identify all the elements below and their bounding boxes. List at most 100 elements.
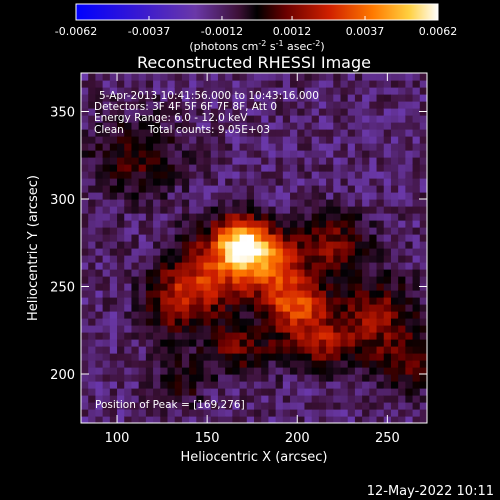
heatmap-cell xyxy=(347,73,356,81)
heatmap-cell xyxy=(347,234,356,242)
heatmap-cell xyxy=(376,416,385,423)
heatmap-cell xyxy=(174,269,183,277)
heatmap-cell xyxy=(217,199,226,207)
heatmap-cell xyxy=(181,136,190,144)
heatmap-cell xyxy=(210,402,219,410)
heatmap-cell xyxy=(254,381,262,389)
heatmap-cell xyxy=(390,73,399,81)
heatmap-cell xyxy=(181,150,190,158)
heatmap-cell xyxy=(297,171,306,179)
heatmap-cell xyxy=(412,108,421,116)
heatmap-cell xyxy=(340,297,349,305)
heatmap-cell xyxy=(217,220,226,228)
heatmap-cell xyxy=(419,192,427,200)
heatmap-cell xyxy=(282,171,291,179)
heatmap-cell xyxy=(189,262,197,270)
heatmap-cell xyxy=(405,136,414,144)
heatmap-cell xyxy=(174,367,183,375)
heatmap-cell xyxy=(117,150,125,158)
heatmap-cell xyxy=(174,94,183,102)
heatmap-cell xyxy=(326,108,334,116)
heatmap-cell xyxy=(405,220,414,228)
heatmap-cell xyxy=(131,360,140,368)
heatmap-cell xyxy=(124,80,133,88)
heatmap-cell xyxy=(181,241,190,249)
heatmap-cell xyxy=(318,108,327,116)
heatmap-cell xyxy=(239,227,248,235)
heatmap-cell xyxy=(354,115,363,123)
heatmap-cell xyxy=(282,269,291,277)
heatmap-cell xyxy=(232,409,241,417)
heatmap-cell xyxy=(95,115,104,123)
heatmap-cell xyxy=(246,143,255,151)
heatmap-cell xyxy=(102,255,111,263)
heatmap-cell xyxy=(354,395,363,403)
heatmap-cell xyxy=(297,234,306,242)
heatmap-cell xyxy=(347,220,356,228)
heatmap-cell xyxy=(412,150,421,158)
heatmap-cell xyxy=(189,206,197,214)
heatmap-cell xyxy=(398,101,406,109)
heatmap-cell xyxy=(311,206,320,214)
heatmap-cell xyxy=(131,283,140,291)
heatmap-cell xyxy=(297,353,306,361)
heatmap-cell xyxy=(383,101,392,109)
heatmap-cell xyxy=(217,409,226,417)
heatmap-cell xyxy=(131,276,140,284)
heatmap-cell xyxy=(369,108,378,116)
heatmap-cell xyxy=(340,213,349,221)
heatmap-cell xyxy=(246,157,255,165)
heatmap-cell xyxy=(153,213,161,221)
heatmap-cell xyxy=(340,80,349,88)
heatmap-cell xyxy=(160,409,169,417)
heatmap-cell xyxy=(181,185,190,193)
heatmap-cell xyxy=(117,80,125,88)
heatmap-cell xyxy=(398,87,406,95)
heatmap-cell xyxy=(261,318,270,326)
heatmap-cell xyxy=(362,255,370,263)
heatmap-cell xyxy=(398,241,406,249)
heatmap-cell xyxy=(390,339,399,347)
heatmap-cell xyxy=(419,178,427,186)
heatmap-cell xyxy=(347,416,356,423)
heatmap-cell xyxy=(419,276,427,284)
heatmap-cell xyxy=(376,94,385,102)
heatmap-cell xyxy=(362,192,370,200)
heatmap-cell xyxy=(102,115,111,123)
heatmap-cell xyxy=(268,374,277,382)
heatmap-cell xyxy=(109,360,118,368)
heatmap-cell xyxy=(261,402,270,410)
heatmap-cell xyxy=(354,416,363,423)
heatmap-cell xyxy=(282,241,291,249)
heatmap-cell xyxy=(124,129,133,137)
heatmap-cell xyxy=(333,178,342,186)
heatmap-cell xyxy=(95,199,104,207)
heatmap-cell xyxy=(88,164,97,172)
heatmap-cell xyxy=(261,108,270,116)
heatmap-cell xyxy=(88,143,97,151)
heatmap-cell xyxy=(225,269,233,277)
heatmap-cell xyxy=(196,199,205,207)
heatmap-cell xyxy=(254,395,262,403)
heatmap-cell xyxy=(102,311,111,319)
heatmap-cell xyxy=(398,269,406,277)
heatmap-cell xyxy=(318,367,327,375)
heatmap-cell xyxy=(318,157,327,165)
heatmap-cell xyxy=(232,178,241,186)
heatmap-cell xyxy=(95,395,104,403)
heatmap-cell xyxy=(304,213,313,221)
heatmap-cell xyxy=(383,227,392,235)
heatmap-cell xyxy=(419,255,427,263)
heatmap-cell xyxy=(333,325,342,333)
heatmap-cell xyxy=(189,115,197,123)
heatmap-cell xyxy=(117,136,125,144)
heatmap-cell xyxy=(333,157,342,165)
heatmap-cell xyxy=(376,409,385,417)
heatmap-cell xyxy=(88,213,97,221)
heatmap-cell xyxy=(117,206,125,214)
heatmap-cell xyxy=(362,332,370,340)
heatmap-cell xyxy=(131,87,140,95)
heatmap-cell xyxy=(369,276,378,284)
heatmap-cell xyxy=(203,171,212,179)
heatmap-cell xyxy=(304,136,313,144)
